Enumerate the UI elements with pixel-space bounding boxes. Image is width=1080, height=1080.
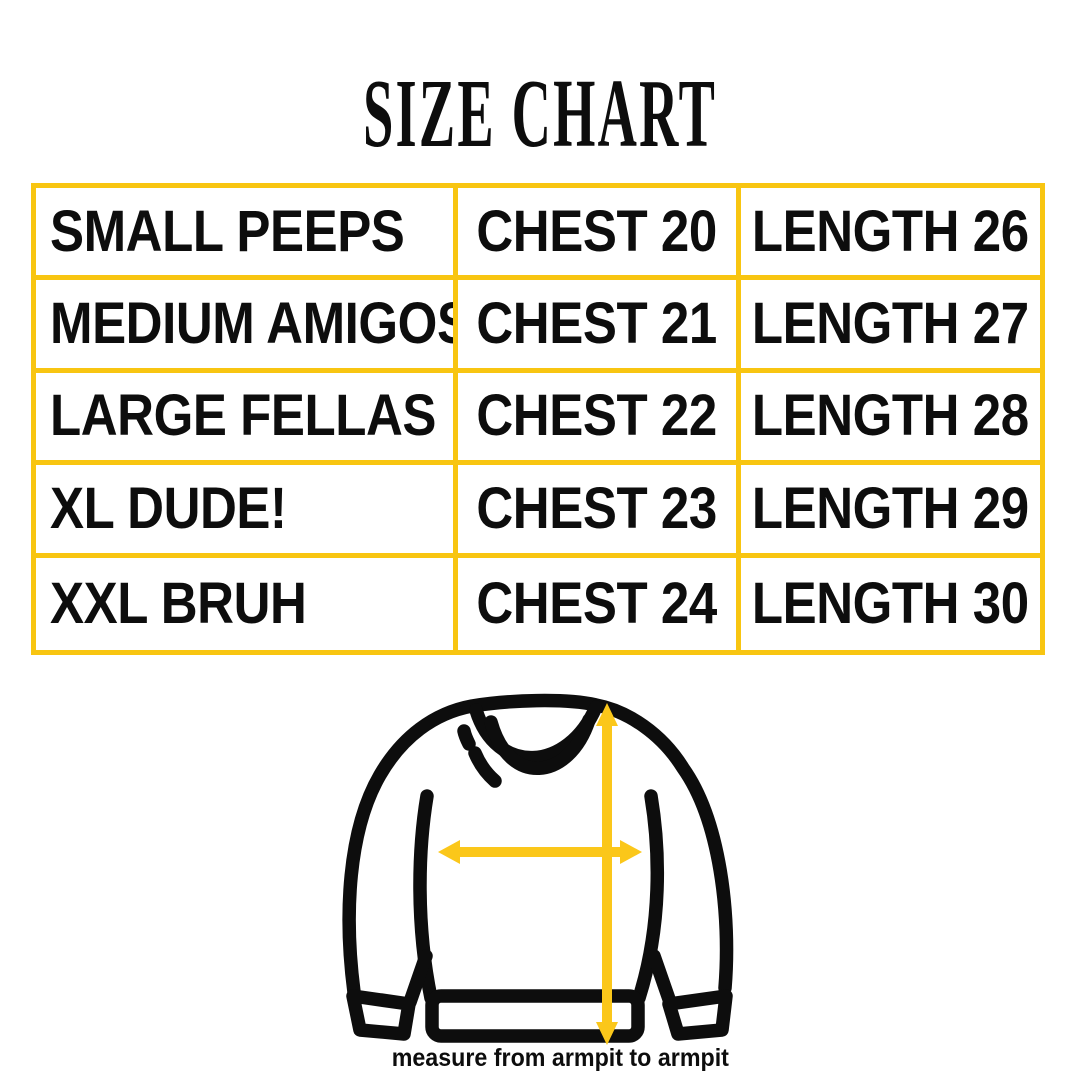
arrow-head-left [438, 840, 460, 864]
chest-width-arrow [438, 840, 642, 864]
sweater-outline [342, 693, 734, 999]
length-cell: LENGTH 26 [740, 188, 1040, 281]
chest-cell: CHEST 20 [457, 188, 741, 281]
chest-cell: CHEST 22 [457, 372, 741, 466]
size-cell: MEDIUM AMIGOS [36, 280, 458, 373]
collar-stitch-mark [457, 724, 476, 751]
page-title: SIZE CHART [0, 58, 1080, 169]
size-cell: XXL BRUH [36, 557, 458, 650]
sweater-illustration [330, 680, 750, 1080]
length-cell: LENGTH 28 [740, 373, 1040, 466]
collar-inner-arc [484, 713, 596, 775]
hem-band [425, 989, 645, 1043]
length-cell: LENGTH 27 [740, 280, 1040, 373]
right-cuff [662, 989, 733, 1041]
right-sleeve-inner-edge [647, 949, 677, 1009]
size-cell: SMALL PEEPS [36, 188, 458, 281]
length-cell: LENGTH 30 [751, 570, 1029, 636]
length-height-arrow [596, 703, 618, 1045]
arrow-head-bottom [596, 1022, 618, 1045]
collar-stitch-mark [468, 746, 502, 788]
sweatshirt-icon [342, 693, 734, 1045]
size-chart-table: SMALL PEEPS CHEST 20 LENGTH 26 MEDIUM AM… [31, 183, 1045, 655]
left-sleeve-inner-edge [403, 949, 433, 1009]
measurement-caption: measure from armpit to armpit [391, 1044, 729, 1072]
chest-cell: CHEST 23 [457, 465, 741, 558]
chest-cell: CHEST 24 [458, 557, 741, 650]
chest-cell: CHEST 21 [457, 280, 741, 373]
left-cuff [346, 989, 416, 1041]
size-cell: LARGE FELLAS [36, 372, 458, 466]
page-title-text: SIZE CHART [362, 60, 718, 167]
arrow-head-right [620, 840, 642, 864]
arrow-head-top [596, 703, 618, 726]
right-armpit-seam [632, 789, 665, 1005]
size-cell: XL DUDE! [36, 465, 458, 558]
length-cell: LENGTH 29 [740, 465, 1040, 558]
